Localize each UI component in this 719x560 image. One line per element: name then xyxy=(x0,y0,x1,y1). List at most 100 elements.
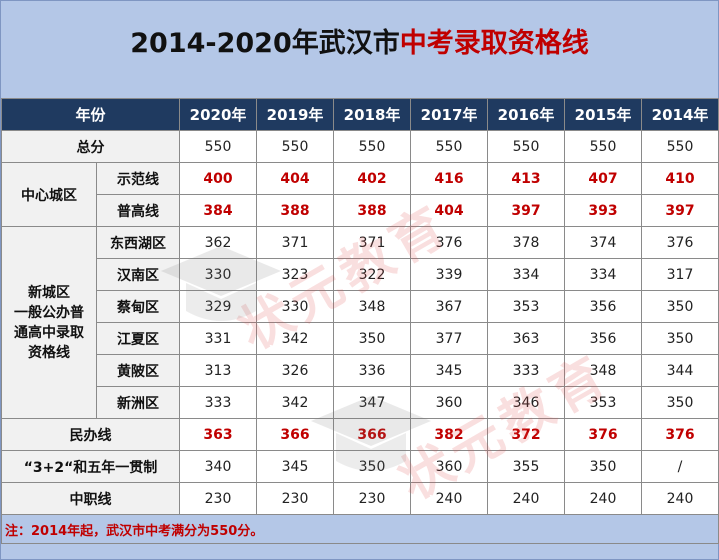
cell: 350 xyxy=(641,322,719,355)
cell: 378 xyxy=(487,226,566,259)
cell: 388 xyxy=(256,194,335,227)
row-center-general: 普高线 384 388 388 404 397 393 397 xyxy=(2,194,719,227)
cell: 550 xyxy=(487,130,566,163)
cell: 326 xyxy=(256,354,335,387)
row-label: 东西湖区 xyxy=(95,226,181,259)
row-district: 新洲区 333 342 347 360 346 353 350 xyxy=(2,386,719,419)
header-year: 2018年 xyxy=(333,98,412,131)
cell: 230 xyxy=(256,482,335,515)
cell: 360 xyxy=(410,450,489,483)
cell: 397 xyxy=(487,194,566,227)
group-label-line: 通高中录取 xyxy=(14,324,84,341)
row-district: 汉南区 330 323 322 339 334 334 317 xyxy=(2,258,719,291)
cell: 416 xyxy=(410,162,489,195)
cell: 353 xyxy=(487,290,566,323)
cell: 402 xyxy=(333,162,412,195)
row-label-five-year: “3+2“和五年一贯制 xyxy=(0,450,181,483)
cell: 407 xyxy=(564,162,643,195)
row-district: 蔡甸区 329 330 348 367 353 356 350 xyxy=(2,290,719,323)
row-label: 普高线 xyxy=(95,194,181,227)
row-label: 蔡甸区 xyxy=(95,290,181,323)
footnote: 注：2014年起，武汉市中考满分为550分。 xyxy=(0,514,719,544)
cell: 388 xyxy=(333,194,412,227)
cell: 550 xyxy=(641,130,719,163)
cell: 393 xyxy=(564,194,643,227)
group-label-new-districts: 新城区 一般公办普 通高中录取 资格线 xyxy=(1,226,97,419)
title-highlight: 中考录取资格线 xyxy=(399,28,589,59)
cell: 355 xyxy=(487,450,566,483)
cell: 550 xyxy=(333,130,412,163)
cell: 384 xyxy=(179,194,258,227)
cell: 371 xyxy=(256,226,335,259)
cell: 400 xyxy=(179,162,258,195)
cell: 371 xyxy=(333,226,412,259)
cell: 376 xyxy=(641,418,719,451)
header-year-label: 年份 xyxy=(0,98,181,131)
cell: 353 xyxy=(564,386,643,419)
header-year: 2015年 xyxy=(564,98,643,131)
group-label-line: 新城区 xyxy=(28,284,70,301)
cell: 350 xyxy=(641,290,719,323)
cell: 367 xyxy=(410,290,489,323)
cell: 348 xyxy=(564,354,643,387)
cell: 336 xyxy=(333,354,412,387)
row-five-year: “3+2“和五年一贯制 340 345 350 360 355 350 / xyxy=(0,450,719,483)
header-year: 2017年 xyxy=(410,98,489,131)
row-label-vocational: 中职线 xyxy=(0,482,181,515)
row-district: 新城区 一般公办普 通高中录取 资格线 东西湖区 362 371 371 376… xyxy=(1,226,719,419)
title-prefix: 2014-2020年武汉市 xyxy=(130,28,400,59)
cell: 410 xyxy=(641,162,719,195)
row-label: 汉南区 xyxy=(95,258,181,291)
cell: 550 xyxy=(410,130,489,163)
row-label-private: 民办线 xyxy=(0,418,181,451)
cell: 397 xyxy=(641,194,719,227)
cell: 363 xyxy=(487,322,566,355)
cell: 360 xyxy=(410,386,489,419)
cell: 346 xyxy=(487,386,566,419)
group-label-line: 资格线 xyxy=(28,344,70,361)
cell: 372 xyxy=(487,418,566,451)
cell: 240 xyxy=(487,482,566,515)
cell: 550 xyxy=(179,130,258,163)
group-label-center: 中心城区 xyxy=(1,162,97,227)
cell: 230 xyxy=(333,482,412,515)
cell: 362 xyxy=(179,226,258,259)
cell: 356 xyxy=(564,290,643,323)
cell: 374 xyxy=(564,226,643,259)
row-private: 民办线 363 366 366 382 372 376 376 xyxy=(0,418,719,451)
cell: 348 xyxy=(333,290,412,323)
cell: 313 xyxy=(179,354,258,387)
cell: 550 xyxy=(564,130,643,163)
row-note: 注：2014年起，武汉市中考满分为550分。 xyxy=(0,514,719,544)
cell: 230 xyxy=(179,482,258,515)
cell: 240 xyxy=(564,482,643,515)
cell: 366 xyxy=(333,418,412,451)
cell: 322 xyxy=(333,258,412,291)
row-total: 总分 550 550 550 550 550 550 550 xyxy=(0,130,719,163)
cell: 317 xyxy=(641,258,719,291)
cell: 240 xyxy=(641,482,719,515)
cell: 356 xyxy=(564,322,643,355)
cell: 330 xyxy=(179,258,258,291)
cell: 331 xyxy=(179,322,258,355)
cell: 363 xyxy=(179,418,258,451)
page-title: 2014-2020年武汉市中考录取资格线 xyxy=(1,1,718,97)
header-year: 2020年 xyxy=(179,98,258,131)
cell: 404 xyxy=(256,162,335,195)
row-label: 示范线 xyxy=(95,162,181,195)
cell: 333 xyxy=(487,354,566,387)
cell: 377 xyxy=(410,322,489,355)
row-district: 江夏区 331 342 350 377 363 356 350 xyxy=(2,322,719,355)
cell: 366 xyxy=(256,418,335,451)
row-vocational: 中职线 230 230 230 240 240 240 240 xyxy=(0,482,719,515)
cell: 342 xyxy=(256,322,335,355)
cell: 340 xyxy=(179,450,258,483)
cell: / xyxy=(641,450,719,483)
header-year: 2019年 xyxy=(256,98,335,131)
cell: 333 xyxy=(179,386,258,419)
cell: 329 xyxy=(179,290,258,323)
cell: 413 xyxy=(487,162,566,195)
cell: 404 xyxy=(410,194,489,227)
cell: 342 xyxy=(256,386,335,419)
